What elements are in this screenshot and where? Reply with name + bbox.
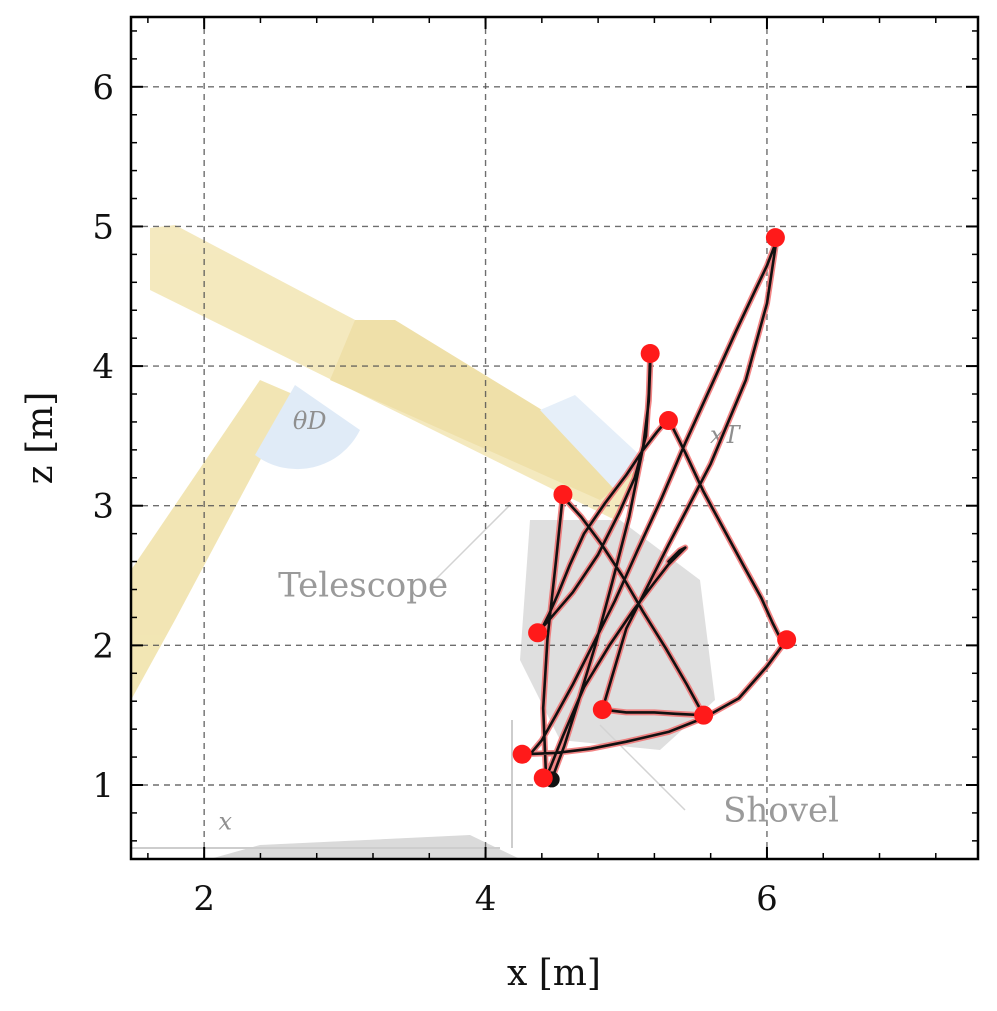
y-axis-label: z [m] [20, 392, 61, 485]
x-tick-label: 6 [756, 879, 778, 919]
excavator-background-image [131, 225, 715, 859]
telescope-arm-shape [330, 320, 640, 500]
waypoint-marker [592, 700, 612, 720]
waypoint-markers [512, 228, 797, 788]
waypoint-marker [553, 485, 573, 505]
y-tick-label: 2 [92, 626, 114, 666]
x-tick-label: 4 [475, 879, 497, 919]
waypoint-marker [658, 411, 678, 431]
waypoint-marker [640, 344, 660, 364]
shovel-leader-line [599, 724, 686, 811]
y-tick-label: 1 [92, 766, 114, 806]
annotation-label: x [218, 808, 232, 836]
waypoint-marker [533, 768, 553, 788]
x-tick-label: 2 [193, 879, 215, 919]
annotation-label: Telescope [278, 565, 448, 605]
y-tick-label: 4 [92, 347, 114, 387]
waypoint-marker [765, 228, 785, 248]
y-tick-label: 3 [92, 487, 114, 527]
y-tick-label: 5 [92, 207, 114, 247]
y-tick-label: 6 [92, 68, 114, 108]
x-axis-label: x [m] [507, 953, 601, 994]
angle-theta-d-shape [255, 385, 360, 470]
waypoint-marker [777, 630, 797, 650]
waypoint-marker [512, 744, 532, 764]
telescope-extension-shape [540, 395, 645, 490]
telescope-leader-line [429, 504, 511, 586]
plot-frame [129, 15, 980, 861]
lower-arm-shape [131, 380, 295, 700]
waypoint-marker [694, 705, 714, 725]
annotation-label: θD [293, 407, 327, 435]
waypoint-marker [528, 623, 548, 643]
grid-lines [131, 17, 978, 859]
axis-ticks: 2 4 6 1 2 3 4 5 6 [92, 17, 978, 919]
annotation-label: Shovel [723, 790, 839, 830]
